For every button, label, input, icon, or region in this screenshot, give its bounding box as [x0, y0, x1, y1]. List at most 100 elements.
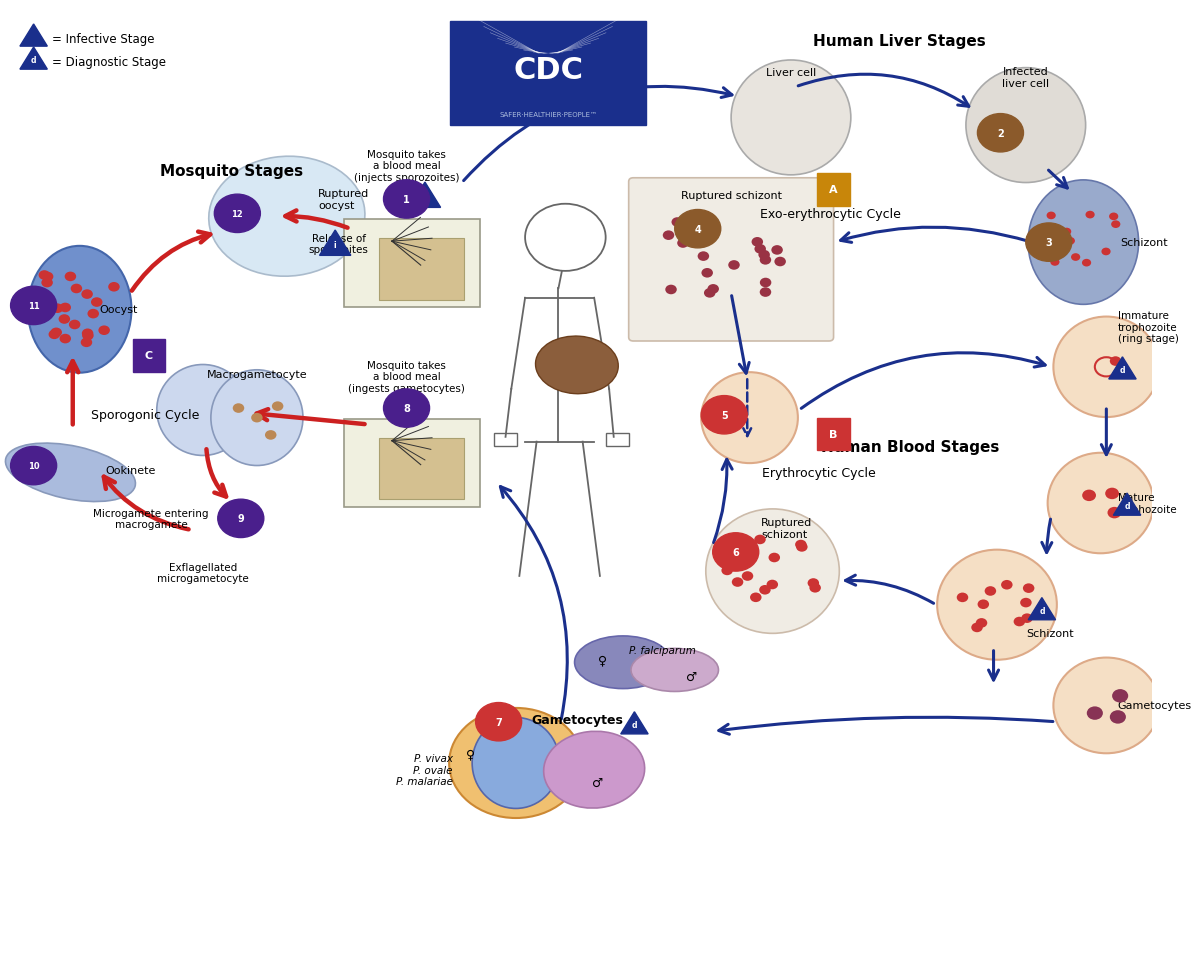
Bar: [379, 239, 464, 301]
Ellipse shape: [544, 731, 644, 808]
Text: Immature
trophozoite
(ring stage): Immature trophozoite (ring stage): [1118, 310, 1178, 344]
Text: 11: 11: [28, 302, 40, 310]
Circle shape: [60, 334, 71, 344]
Text: SAFER·HEALTHIER·PEOPLE™: SAFER·HEALTHIER·PEOPLE™: [499, 111, 598, 117]
Circle shape: [809, 583, 821, 593]
Ellipse shape: [157, 365, 248, 456]
Circle shape: [60, 304, 71, 313]
Circle shape: [674, 210, 721, 249]
FancyBboxPatch shape: [133, 339, 164, 372]
Circle shape: [1022, 583, 1034, 593]
Text: Gametocytes: Gametocytes: [530, 714, 623, 727]
Circle shape: [665, 285, 677, 295]
Polygon shape: [1028, 598, 1056, 620]
Circle shape: [384, 389, 430, 428]
Circle shape: [233, 404, 245, 413]
Text: Oocyst: Oocyst: [100, 305, 138, 315]
Text: Ruptured schizont: Ruptured schizont: [680, 191, 781, 201]
Circle shape: [767, 580, 778, 590]
Text: 3: 3: [1045, 238, 1052, 248]
Ellipse shape: [1054, 317, 1159, 418]
Text: Mosquito takes
a blood meal
(injects sporozoites): Mosquito takes a blood meal (injects spo…: [354, 150, 460, 183]
Circle shape: [672, 218, 683, 228]
Text: ♀: ♀: [598, 654, 607, 667]
Text: Human Liver Stages: Human Liver Stages: [812, 35, 985, 49]
Text: d: d: [1124, 502, 1130, 511]
Circle shape: [1050, 259, 1060, 266]
Circle shape: [98, 326, 110, 335]
Circle shape: [48, 331, 60, 340]
FancyBboxPatch shape: [629, 179, 834, 341]
Circle shape: [217, 500, 264, 538]
Ellipse shape: [535, 336, 618, 394]
Circle shape: [1014, 617, 1025, 627]
Circle shape: [732, 578, 743, 587]
Text: B: B: [829, 430, 838, 439]
Circle shape: [52, 304, 64, 313]
Circle shape: [82, 329, 94, 338]
Bar: [606, 433, 629, 447]
Circle shape: [751, 237, 763, 247]
Circle shape: [1046, 212, 1056, 220]
Circle shape: [384, 181, 430, 219]
Circle shape: [721, 566, 733, 576]
Circle shape: [1110, 710, 1126, 724]
Text: Schizont: Schizont: [1120, 238, 1168, 248]
Circle shape: [697, 252, 709, 261]
Text: d: d: [631, 720, 637, 729]
Bar: [344, 220, 480, 308]
Circle shape: [742, 572, 754, 581]
Circle shape: [976, 619, 988, 628]
Text: 2: 2: [997, 129, 1004, 138]
Ellipse shape: [28, 247, 132, 373]
Ellipse shape: [701, 373, 798, 463]
Circle shape: [728, 260, 739, 270]
Text: Macrogametocyte: Macrogametocyte: [206, 370, 307, 381]
Text: Schizont: Schizont: [1026, 628, 1074, 639]
Circle shape: [82, 332, 94, 341]
Circle shape: [768, 554, 780, 563]
Bar: [494, 433, 517, 447]
Circle shape: [1082, 259, 1091, 267]
Text: P. falciparum: P. falciparum: [629, 645, 696, 655]
Circle shape: [1062, 229, 1072, 236]
Circle shape: [796, 540, 806, 550]
Polygon shape: [20, 25, 47, 47]
Circle shape: [1110, 357, 1121, 366]
Ellipse shape: [209, 157, 365, 277]
FancyBboxPatch shape: [450, 22, 646, 126]
Text: Microgamete entering
macrogamete: Microgamete entering macrogamete: [94, 508, 209, 530]
Circle shape: [677, 239, 689, 249]
Text: C: C: [145, 351, 152, 361]
Text: P. vivax
P. ovale
P. malariae: P. vivax P. ovale P. malariae: [396, 753, 452, 786]
Circle shape: [1048, 251, 1056, 259]
Circle shape: [701, 396, 748, 434]
Circle shape: [1001, 580, 1013, 590]
Text: Release of
sporozoites: Release of sporozoites: [308, 234, 368, 255]
Circle shape: [475, 702, 522, 741]
Text: Exo-erythrocytic Cycle: Exo-erythrocytic Cycle: [760, 208, 900, 221]
Circle shape: [272, 402, 283, 411]
Ellipse shape: [731, 61, 851, 176]
Circle shape: [1111, 221, 1121, 229]
Circle shape: [755, 535, 766, 545]
Polygon shape: [1114, 494, 1141, 516]
Circle shape: [1026, 224, 1072, 262]
Polygon shape: [319, 231, 350, 256]
Circle shape: [1102, 248, 1111, 256]
Circle shape: [760, 288, 772, 298]
Circle shape: [91, 298, 102, 308]
Circle shape: [750, 593, 762, 603]
Circle shape: [38, 271, 50, 281]
Circle shape: [971, 623, 983, 632]
Ellipse shape: [575, 636, 671, 689]
Circle shape: [42, 273, 53, 282]
Circle shape: [1086, 211, 1094, 219]
Circle shape: [1082, 490, 1096, 502]
Circle shape: [774, 258, 786, 267]
Text: 6: 6: [732, 548, 739, 557]
Text: d: d: [1039, 606, 1045, 615]
Bar: [344, 419, 480, 507]
FancyBboxPatch shape: [817, 174, 850, 207]
Text: = Infective Stage: = Infective Stage: [52, 34, 155, 46]
